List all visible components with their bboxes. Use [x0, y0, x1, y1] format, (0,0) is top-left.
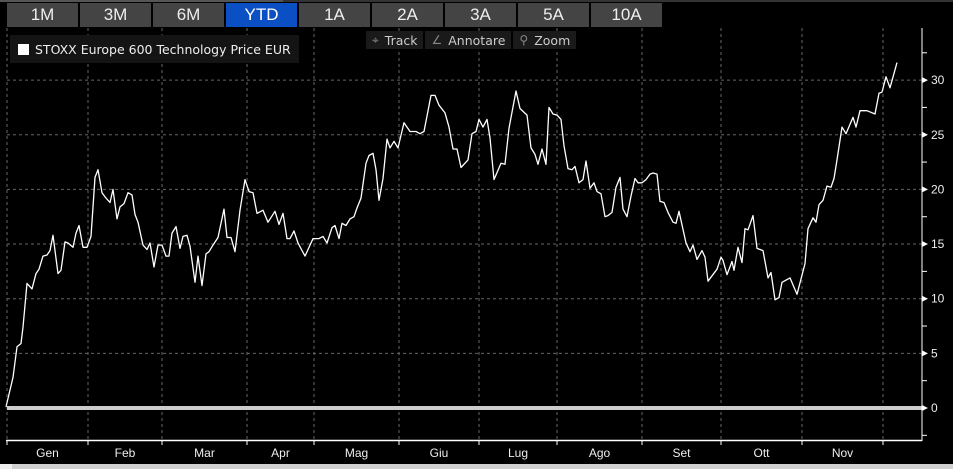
magnifier-icon: ⚲ [519, 33, 529, 47]
x-tick-label: Feb [115, 446, 136, 460]
scrollbar-handle[interactable] [0, 464, 12, 469]
axes: 0 5 10 15 20 25 30 Gen Feb Mar Apr Mag Giu Lug Ago Set O… [6, 28, 945, 460]
pencil-icon: ∠ [431, 33, 443, 47]
x-tick-label: Ago [589, 446, 611, 460]
y-tick-label: 15 [931, 237, 945, 251]
y-tick-label: 0 [931, 401, 938, 415]
legend-swatch [18, 43, 29, 55]
x-tick-label: Apr [271, 446, 290, 460]
tab-1m[interactable]: 1M [7, 3, 78, 27]
y-tick-label: 5 [931, 346, 938, 360]
tab-2a[interactable]: 2A [372, 3, 443, 27]
track-label: Track [384, 32, 418, 48]
legend-label: STOXX Europe 600 Technology Price EUR [35, 41, 291, 57]
crosshair-icon: ⌖ [372, 32, 379, 47]
x-tick-label: Ott [753, 446, 770, 460]
zoom-label: Zoom [534, 32, 571, 48]
x-tick-label: Set [672, 446, 691, 460]
horizontal-scrollbar[interactable] [0, 464, 953, 469]
x-tick-label: Mar [194, 446, 215, 460]
y-tick-label: 30 [931, 73, 945, 87]
period-tabs: 1M 3M 6M YTD 1A 2A 3A 5A 10A [0, 0, 662, 28]
y-tick-label: 10 [931, 292, 945, 306]
tab-6m[interactable]: 6M [153, 3, 224, 27]
tab-5a[interactable]: 5A [518, 3, 589, 27]
annotate-button[interactable]: ∠ Annotare [425, 31, 512, 49]
tab-3m[interactable]: 3M [80, 3, 151, 27]
top-border [0, 0, 953, 2]
chart-toolbar: ⌖ Track ∠ Annotare ⚲ Zoom [366, 31, 577, 49]
x-tick-label: Nov [832, 446, 853, 460]
x-tick-label: Gen [36, 446, 59, 460]
tab-1a[interactable]: 1A [299, 3, 370, 27]
x-tick-label: Lug [508, 446, 528, 460]
tab-10a[interactable]: 10A [591, 3, 662, 27]
x-tick-label: Giu [430, 446, 449, 460]
y-tick-label: 25 [931, 128, 945, 142]
y-tick-label: 20 [931, 182, 945, 196]
annotate-label: Annotare [448, 32, 506, 48]
tab-3a[interactable]: 3A [445, 3, 516, 27]
top-border-accent [0, 0, 283, 2]
legend[interactable]: STOXX Europe 600 Technology Price EUR [10, 35, 299, 63]
x-tick-label: Mag [345, 446, 368, 460]
zoom-button[interactable]: ⚲ Zoom [513, 31, 577, 49]
tab-ytd[interactable]: YTD [226, 3, 297, 27]
track-button[interactable]: ⌖ Track [366, 31, 424, 49]
series-line [5, 62, 898, 408]
grid-lines [6, 28, 922, 440]
